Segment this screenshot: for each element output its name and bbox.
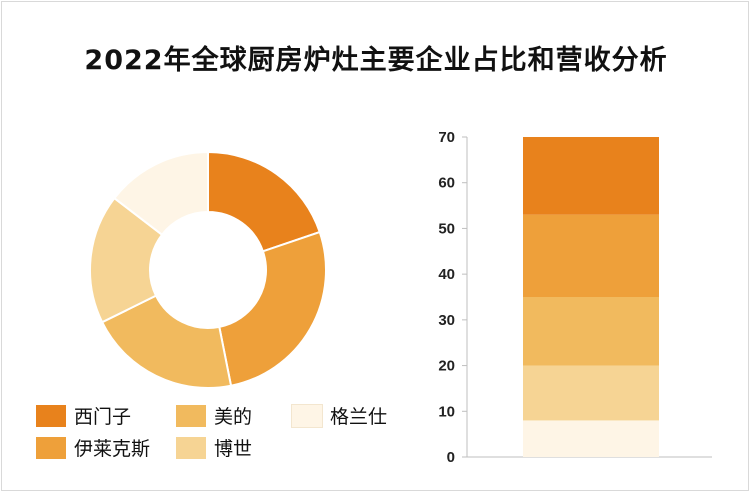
legend-item-ximenzi: 西门子 [36, 402, 131, 429]
y-tick-label: 10 [438, 403, 455, 420]
bar-segment [523, 365, 659, 421]
legend-item-gelanshi: 格兰仕 [291, 402, 388, 429]
donut-slice [207, 150, 322, 253]
donut-slice [218, 230, 327, 387]
y-tick-label: 60 [438, 175, 455, 192]
chart-title: 2022年全球厨房炉灶主要企业占比和营收分析 [84, 45, 668, 76]
legend-swatch [291, 403, 323, 428]
legend-swatch [176, 436, 206, 459]
legend-label: 格兰仕 [330, 406, 388, 428]
legend-label: 博世 [214, 438, 253, 460]
legend-label: 伊莱克斯 [74, 438, 151, 460]
legend-swatch [36, 404, 66, 427]
bar-segment [523, 297, 659, 366]
stacked-bar-chart: 0 10 20 30 40 50 60 70 [438, 129, 712, 466]
y-tick-label: 30 [438, 312, 455, 329]
y-tick-label: 0 [447, 449, 455, 466]
bar-segment [523, 214, 659, 297]
legend: 西门子 美的 格兰仕 伊莱克斯 博世 [36, 400, 456, 470]
legend-item-yilaikesi: 伊莱克斯 [36, 434, 150, 461]
y-tick-label: 20 [438, 358, 455, 375]
bar-segment [523, 420, 659, 457]
y-tick-label: 50 [438, 220, 455, 237]
legend-swatch [36, 436, 66, 459]
donut-slice [100, 294, 233, 389]
legend-item-meidi: 美的 [176, 402, 252, 429]
donut-slice [112, 150, 209, 237]
legend-swatch [176, 404, 206, 427]
bar-segment [523, 137, 659, 215]
legend-item-boshi: 博世 [176, 434, 252, 461]
legend-label: 美的 [214, 406, 253, 428]
y-tick-label: 70 [438, 129, 455, 146]
donut-chart [89, 150, 327, 389]
y-tick-label: 40 [438, 266, 455, 283]
legend-label: 西门子 [74, 406, 132, 428]
